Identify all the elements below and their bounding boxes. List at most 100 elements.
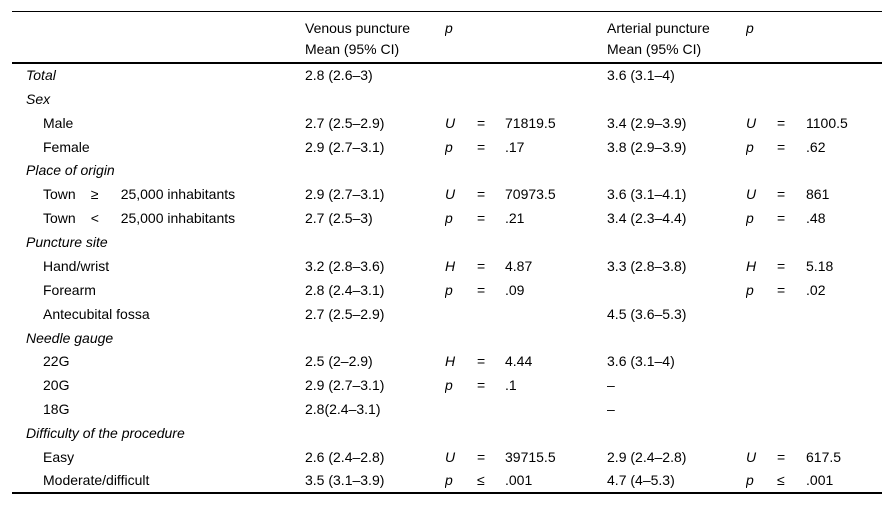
venous-stat-operator: = (477, 281, 486, 298)
row-label: Forearm (43, 281, 96, 298)
arterial-mean-cell (607, 326, 746, 350)
venous-mean-cell: 2.9 (2.7–3.1) (305, 186, 385, 203)
venous-stat-symbol (445, 63, 477, 87)
arterial-stat-operator (777, 87, 806, 111)
arterial-stat-symbol (746, 373, 777, 397)
venous-stat-value (505, 397, 607, 421)
venous-stat-symbol (445, 230, 477, 254)
row-label: Sex (26, 90, 51, 107)
venous-stat-value: .21 (505, 210, 525, 227)
arterial-mean-cell (607, 87, 746, 111)
row-label: Antecubital fossa (43, 305, 150, 322)
venous-stat-symbol: p (445, 210, 453, 227)
arterial-mean-cell: 3.4 (2.9–3.9) (607, 114, 687, 131)
venous-stat-symbol: U (445, 448, 456, 465)
row-label: Town ≥25,000 inhabitants (12, 182, 305, 206)
puncture-pain-statistics-table: Venous puncture Mean (95% CI) p Arterial… (12, 11, 883, 494)
data-row: Forearm 2.8 (2.4–3.1) p = .09 p = .02 (12, 278, 882, 302)
section-row: Place of origin (12, 159, 882, 183)
arterial-stat-operator: = (777, 210, 786, 227)
venous-stat-value (505, 230, 607, 254)
arterial-stat-operator (777, 350, 806, 374)
statistics-table-container: Venous puncture Mean (95% CI) p Arterial… (12, 11, 883, 494)
table-header: Venous puncture Mean (95% CI) p Arterial… (12, 12, 883, 64)
label-part: 25,000 inhabitants (120, 186, 236, 203)
header-row: Venous puncture Mean (95% CI) p Arterial… (12, 12, 883, 64)
venous-stat-value: 70973.5 (505, 186, 556, 203)
venous-stat-operator: = (477, 138, 486, 155)
arterial-stat-value (806, 350, 882, 374)
data-row: Hand/wrist 3.2 (2.8–3.6) H = 4.87 3.3 (2.8–3.… (12, 254, 882, 278)
arterial-stat-operator: = (777, 448, 786, 465)
venous-stat-symbol (445, 397, 477, 421)
data-row: Town ≥25,000 inhabitants 2.9 (2.7–3.1) U = 70… (12, 182, 882, 206)
arterial-stat-value (806, 230, 882, 254)
venous-stat-symbol: p (445, 377, 453, 394)
arterial-stat-value (806, 159, 882, 183)
venous-stat-value (505, 159, 607, 183)
venous-stat-operator: = (477, 210, 486, 227)
label-part: Town (43, 210, 76, 227)
venous-stat-operator (477, 63, 505, 87)
arterial-stat-value: 5.18 (806, 257, 834, 274)
arterial-mean-cell (607, 421, 746, 445)
venous-stat-operator (477, 421, 505, 445)
empty-header-cell (12, 12, 305, 64)
data-row: Antecubital fossa 2.7 (2.5–2.9) 4.5 (3.6–5… (12, 302, 882, 326)
data-row: 18G 2.8(2.4–3.1) – (12, 397, 882, 421)
venous-stat-value: 4.87 (505, 257, 533, 274)
arterial-mean-cell: 3.4 (2.3–4.4) (607, 210, 687, 227)
venous-stat-operator (477, 397, 505, 421)
venous-stat-symbol: U (445, 186, 456, 203)
venous-stat-value: 39715.5 (505, 448, 556, 465)
arterial-stat-value (806, 421, 882, 445)
venous-stat-operator (477, 230, 505, 254)
venous-header-subtitle: Mean (95% CI) (305, 41, 400, 57)
arterial-mean-cell: 3.3 (2.8–3.8) (607, 257, 687, 274)
venous-stat-value: 71819.5 (505, 114, 556, 131)
venous-mean-cell: 2.7 (2.5–2.9) (305, 305, 385, 322)
label-part: 25,000 inhabitants (120, 210, 236, 227)
section-row: Sex (12, 87, 882, 111)
arterial-stat-symbol (746, 397, 777, 421)
arterial-header-title: Arterial puncture (607, 20, 710, 36)
venous-stat-symbol: H (445, 257, 456, 274)
arterial-mean-cell (607, 159, 746, 183)
arterial-stat-symbol (746, 63, 777, 87)
arterial-p-header: p (746, 20, 754, 36)
data-row: Town <25,000 inhabitants 2.7 (2.5–3) p = .21 3… (12, 206, 882, 230)
venous-mean-cell: 3.2 (2.8–3.6) (305, 257, 385, 274)
arterial-stat-symbol: p (746, 138, 754, 155)
venous-mean-cell (305, 230, 445, 254)
row-label: 18G (43, 401, 70, 418)
venous-mean-cell: 2.8 (2.4–3.1) (305, 281, 385, 298)
venous-stat-symbol: U (445, 114, 456, 131)
arterial-stat-symbol (746, 230, 777, 254)
row-label: Place of origin (26, 162, 115, 179)
venous-stat-symbol (445, 421, 477, 445)
comparison-operator: < (90, 210, 99, 227)
arterial-stat-operator (777, 397, 806, 421)
row-label: Needle gauge (26, 329, 114, 346)
arterial-stat-value: .48 (806, 210, 826, 227)
venous-mean-cell: 2.8(2.4–3.1) (305, 401, 381, 418)
arterial-stat-symbol: U (746, 114, 757, 131)
venous-mean-cell: 2.7 (2.5–2.9) (305, 114, 385, 131)
arterial-stat-operator (777, 230, 806, 254)
venous-stat-operator: = (477, 257, 486, 274)
arterial-stat-value (806, 326, 882, 350)
venous-stat-symbol: H (445, 353, 456, 370)
arterial-mean-cell: 3.6 (3.1–4.1) (607, 186, 687, 203)
arterial-stat-value (806, 63, 882, 87)
arterial-mean-cell: – (607, 377, 615, 394)
row-label: Difficulty of the procedure (26, 425, 185, 442)
arterial-stat-symbol (746, 87, 777, 111)
venous-stat-value (505, 63, 607, 87)
data-row: 20G 2.9 (2.7–3.1) p = .1 – (12, 373, 882, 397)
arterial-stat-value: .001 (806, 472, 834, 489)
row-label: 20G (43, 377, 70, 394)
venous-stat-operator: = (477, 114, 486, 131)
arterial-mean-cell (607, 230, 746, 254)
arterial-mean-cell: 3.6 (3.1–4) (607, 67, 675, 84)
section-row: Needle gauge (12, 326, 882, 350)
